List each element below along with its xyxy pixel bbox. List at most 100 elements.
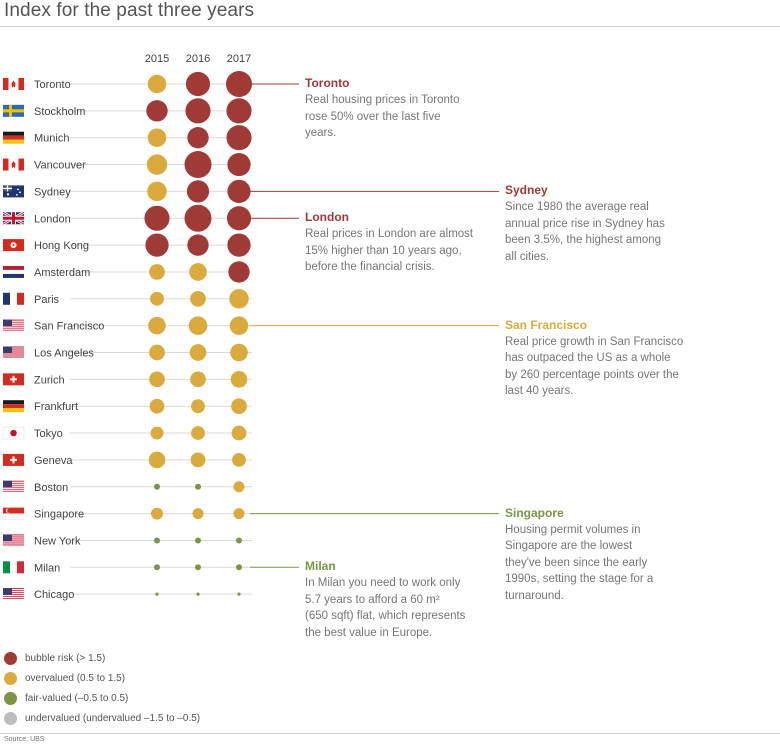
uk-flag-icon [2, 211, 25, 226]
australia-flag-icon [3, 185, 24, 198]
annotation-line: 1990s, setting the stage for a [505, 573, 654, 586]
usa-flag-icon [3, 319, 24, 332]
annotation-line: In Milan you need to work only [305, 577, 461, 590]
bubble-chicago-2017 [237, 592, 241, 596]
bubble-stockholm-2016 [185, 98, 211, 124]
city-label-geneva: Geneva [34, 455, 73, 467]
bubble-san-francisco-2015 [148, 316, 166, 335]
annotation-body-san-francisco: Real price growth in San Francisco has ou… [505, 334, 683, 400]
bubble-amsterdam-2016 [189, 263, 207, 281]
legend-item-fair: fair-valued (–0.5 to 0.5) [4, 688, 200, 708]
annotation-heading-singapore: Singapore [505, 505, 564, 520]
bubble-stockholm-2017 [226, 98, 252, 124]
bubble-frankfurt-2015 [149, 398, 165, 414]
legend-swatch-fair [4, 691, 17, 705]
legend-item-over: overvalued (0.5 to 1.5) [4, 668, 200, 688]
bubble-frankfurt-2016 [191, 399, 205, 414]
bubble-toronto-2016 [185, 71, 211, 97]
bubble-new-york-2015 [154, 537, 160, 544]
annotation-heading-sydney: Sydney [505, 183, 548, 198]
legend-item-under: undervalued (undervalued –1.5 to –0.5) [4, 708, 200, 728]
annotation-line: before the financial crisis. [305, 261, 435, 274]
bubble-tokyo-2016 [191, 426, 205, 440]
bubble-hong-kong-2015 [145, 233, 169, 257]
bubble-chicago-2015 [155, 592, 159, 596]
bubble-vancouver-2016 [184, 151, 212, 179]
annotation-body-singapore: Housing permit volumes in Singapore are t… [505, 522, 653, 605]
bubble-geneva-2015 [148, 451, 166, 469]
annotation-heading-milan: Milan [305, 559, 336, 574]
bubble-new-york-2016 [195, 537, 201, 544]
city-label-san-francisco: San Francisco [34, 321, 104, 333]
legend-item-bubble: bubble risk (> 1.5) [4, 648, 200, 668]
bubble-milan-2016 [195, 564, 201, 571]
bubble-san-francisco-2016 [188, 316, 208, 335]
bubble-los-angeles-2017 [230, 343, 248, 362]
annotation-line: Real housing prices in Toronto [305, 94, 460, 106]
bubble-frankfurt-2017 [231, 398, 247, 415]
bubble-stockholm-2015 [146, 100, 168, 122]
legend-swatch-over [4, 671, 17, 685]
singapore-flag-icon [2, 507, 25, 520]
legend-label-bubble: bubble risk (> 1.5) [25, 652, 106, 664]
bubble-toronto-2017 [225, 70, 253, 98]
bubble-london-2016 [184, 204, 212, 232]
netherlands-flag-icon [3, 265, 24, 278]
bubble-san-francisco-2017 [229, 316, 249, 335]
bubble-munich-2016 [187, 127, 209, 149]
annotation-line: years. [305, 127, 337, 139]
france-flag-icon [3, 292, 24, 305]
city-label-singapore: Singapore [34, 509, 84, 521]
annotation-body-toronto: Real housing prices in Toronto rose 50% o… [305, 92, 460, 142]
hong-kong-flag-icon [3, 239, 24, 252]
bubble-sydney-2017 [227, 179, 251, 204]
bubble-milan-2015 [154, 564, 160, 571]
bubble-boston-2017 [233, 481, 245, 493]
annotation-line: last 40 years. [505, 385, 574, 398]
annotation-line: Since 1980 the average real [505, 201, 649, 214]
bubble-hong-kong-2017 [227, 233, 251, 257]
bubble-milan-2017 [236, 564, 242, 571]
annotation-line: Real prices in London are almost [305, 228, 474, 241]
city-label-stockholm: Stockholm [34, 106, 85, 118]
bubble-boston-2016 [195, 483, 201, 490]
bubble-vancouver-2017 [227, 152, 251, 177]
city-label-milan: Milan [34, 562, 60, 574]
annotation-line: (650 sqft) flat, which represents [305, 610, 466, 623]
city-label-chicago: Chicago [34, 589, 74, 601]
city-label-hong-kong: Hong Kong [34, 240, 89, 252]
annotation-line: all cities. [505, 250, 550, 263]
chart-title: Index for the past three years [4, 0, 255, 21]
bubble-singapore-2017 [233, 508, 245, 520]
bubble-zurich-2015 [149, 371, 165, 388]
city-label-london: London [34, 213, 71, 225]
bubble-amsterdam-2015 [149, 264, 165, 280]
city-label-boston: Boston [34, 482, 68, 494]
usa-flag-icon [3, 480, 24, 493]
bubble-vancouver-2015 [146, 154, 168, 175]
canada-flag-icon [3, 158, 24, 171]
bubble-chicago-2016 [196, 592, 200, 596]
year-label-2015: 2015 [145, 53, 169, 65]
bubble-tokyo-2017 [231, 425, 247, 441]
germany-flag-icon [3, 400, 24, 413]
bubble-munich-2017 [226, 125, 252, 151]
annotation-heading-san-francisco: San Francisco [505, 317, 588, 332]
legend-swatch-bubble [4, 651, 17, 665]
annotation-line: been 3.5%, the highest among [505, 234, 662, 247]
bubble-paris-2016 [190, 290, 206, 307]
japan-flag-icon [2, 426, 25, 440]
bubble-toronto-2015 [147, 74, 167, 94]
city-label-vancouver: Vancouver [34, 160, 86, 172]
annotation-heading-toronto: Toronto [305, 76, 350, 90]
city-label-zurich: Zurich [34, 374, 65, 386]
city-label-amsterdam: Amsterdam [34, 267, 90, 279]
city-label-sydney: Sydney [34, 186, 71, 198]
annotation-body-london: Real prices in London are almost 15% high… [305, 226, 473, 276]
year-label-2016: 2016 [186, 53, 210, 65]
bubble-new-york-2017 [236, 537, 242, 544]
usa-flag-icon [3, 534, 24, 547]
city-label-frankfurt: Frankfurt [34, 401, 78, 413]
year-label-2017: 2017 [227, 53, 251, 65]
bubble-geneva-2016 [190, 452, 206, 468]
